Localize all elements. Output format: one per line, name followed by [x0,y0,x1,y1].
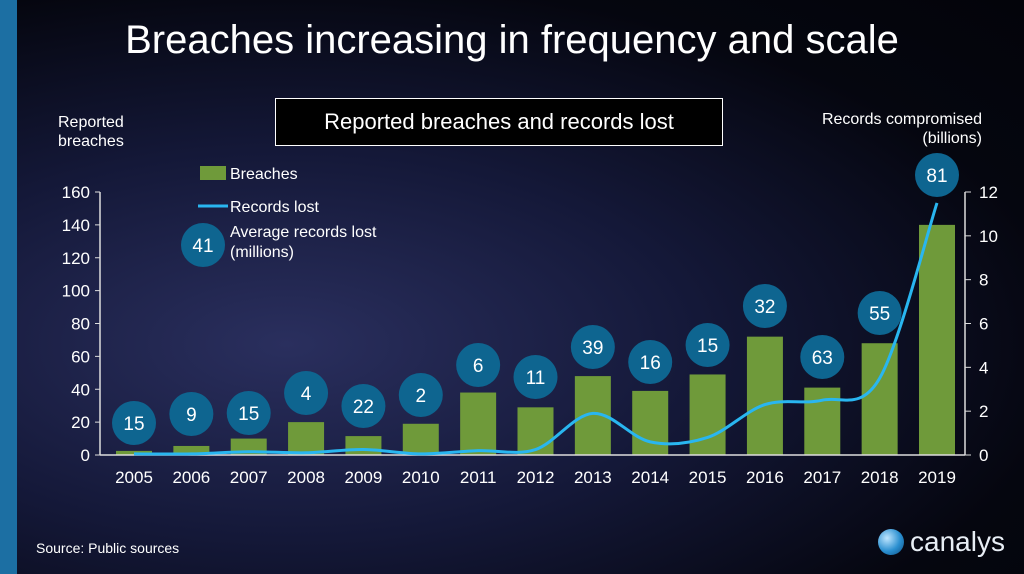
legend-bubble [181,223,225,267]
right-tick-label: 12 [979,183,998,202]
legend-bars-label: Breaches [230,166,298,183]
chart-title: Reported breaches and records lost [275,98,723,146]
bar-2009 [345,436,382,455]
left-tick-label: 20 [71,413,90,432]
right-tick-label: 2 [979,402,988,421]
logo-text: canalys [910,526,1005,557]
page-title: Breaches increasing in frequency and sca… [125,18,899,62]
avg-records-bubble-2017 [800,335,845,379]
avg-records-bubble-2016 [742,284,787,328]
bar-2019 [919,224,955,455]
bar-2006 [173,445,210,455]
bar-2011 [460,392,497,455]
avg-records-bubble-2013 [570,325,615,369]
avg-records-bubble-2010 [398,373,443,417]
bar-2010 [402,423,439,455]
accent-stripe [0,0,17,574]
right-tick-label: 4 [979,358,988,377]
legend-bubble-label: Average records lost [230,224,377,241]
x-tick-label: 2008 [287,468,325,487]
canalys-logo: canalys [878,526,1005,558]
right-tick-label: 8 [979,271,988,290]
legend-bubble-sample: 41 [192,236,213,257]
avg-records-label: 4 [301,384,312,405]
avg-records-bubble-2011 [456,343,501,387]
x-tick-label: 2006 [172,468,210,487]
legend-bars-swatch [200,166,226,180]
avg-records-bubble-2006 [169,392,214,436]
avg-records-label: 32 [754,297,775,318]
right-tick-label: 6 [979,315,988,334]
records-lost-line [133,202,939,456]
avg-records-label: 55 [869,304,890,325]
x-tick-label: 2011 [460,468,497,487]
avg-records-label: 39 [582,338,603,359]
left-axis-title: Reported breaches [58,113,124,151]
left-axis-title-line2: breaches [58,133,124,150]
left-tick-label: 120 [62,249,90,268]
x-tick-label: 2014 [631,468,669,487]
x-tick-label: 2015 [689,468,727,487]
bar-2014 [632,390,669,455]
avg-records-label: 22 [353,397,374,418]
x-tick-label: 2012 [517,468,555,487]
avg-records-bubble-2019 [915,153,959,197]
left-tick-label: 0 [81,446,90,465]
avg-records-bubble-2008 [284,371,329,415]
left-tick-label: 160 [62,183,90,202]
avg-records-label: 6 [473,356,484,377]
avg-records-bubble-2007 [226,391,271,435]
right-axis-title-line2: (billions) [922,130,982,147]
left-tick-label: 100 [62,282,90,301]
left-axis-title-line1: Reported [58,114,124,131]
avg-records-bubble-2014 [628,340,673,384]
avg-records-label: 2 [415,386,426,407]
right-axis-title-line1: Records compromised [821,111,982,128]
avg-records-label: 81 [926,166,947,187]
bar-2017 [804,387,841,455]
right-tick-label: 0 [979,446,988,465]
bar-2012 [517,407,554,455]
avg-records-bubble-2018 [857,291,902,335]
left-tick-label: 60 [71,347,90,366]
x-tick-label: 2007 [230,468,268,487]
avg-records-label: 9 [186,405,197,426]
avg-records-label: 15 [238,404,259,425]
right-tick-label: 10 [979,227,998,246]
avg-records-bubble-2009 [341,384,386,428]
bar-2008 [288,422,325,455]
avg-records-label: 16 [640,353,661,374]
x-tick-label: 2009 [345,468,383,487]
legend-bubble-label: (millions) [230,244,294,261]
avg-records-label: 11 [526,368,546,389]
avg-records-bubble-2012 [513,355,558,399]
x-tick-label: 2017 [803,468,841,487]
avg-records-label: 15 [697,336,718,357]
x-tick-label: 2010 [402,468,440,487]
bar-2016 [746,336,783,455]
left-tick-label: 140 [62,216,90,235]
right-axis-title: Records compromised (billions) [822,110,982,148]
x-tick-label: 2019 [918,468,956,487]
x-tick-label: 2013 [574,468,612,487]
legend-line-label: Records lost [230,199,319,216]
left-tick-label: 40 [71,380,90,399]
bar-2018 [861,343,898,455]
avg-records-label: 63 [812,348,833,369]
left-tick-label: 80 [71,315,90,334]
globe-icon [878,529,904,555]
avg-records-bubble-2005 [112,401,156,445]
x-tick-label: 2018 [861,468,899,487]
x-tick-label: 2005 [115,468,153,487]
avg-records-label: 15 [123,414,144,435]
avg-records-bubble-2015 [685,323,730,367]
x-tick-label: 2016 [746,468,784,487]
bar-2015 [689,374,726,455]
source-note: Source: Public sources [36,540,180,556]
